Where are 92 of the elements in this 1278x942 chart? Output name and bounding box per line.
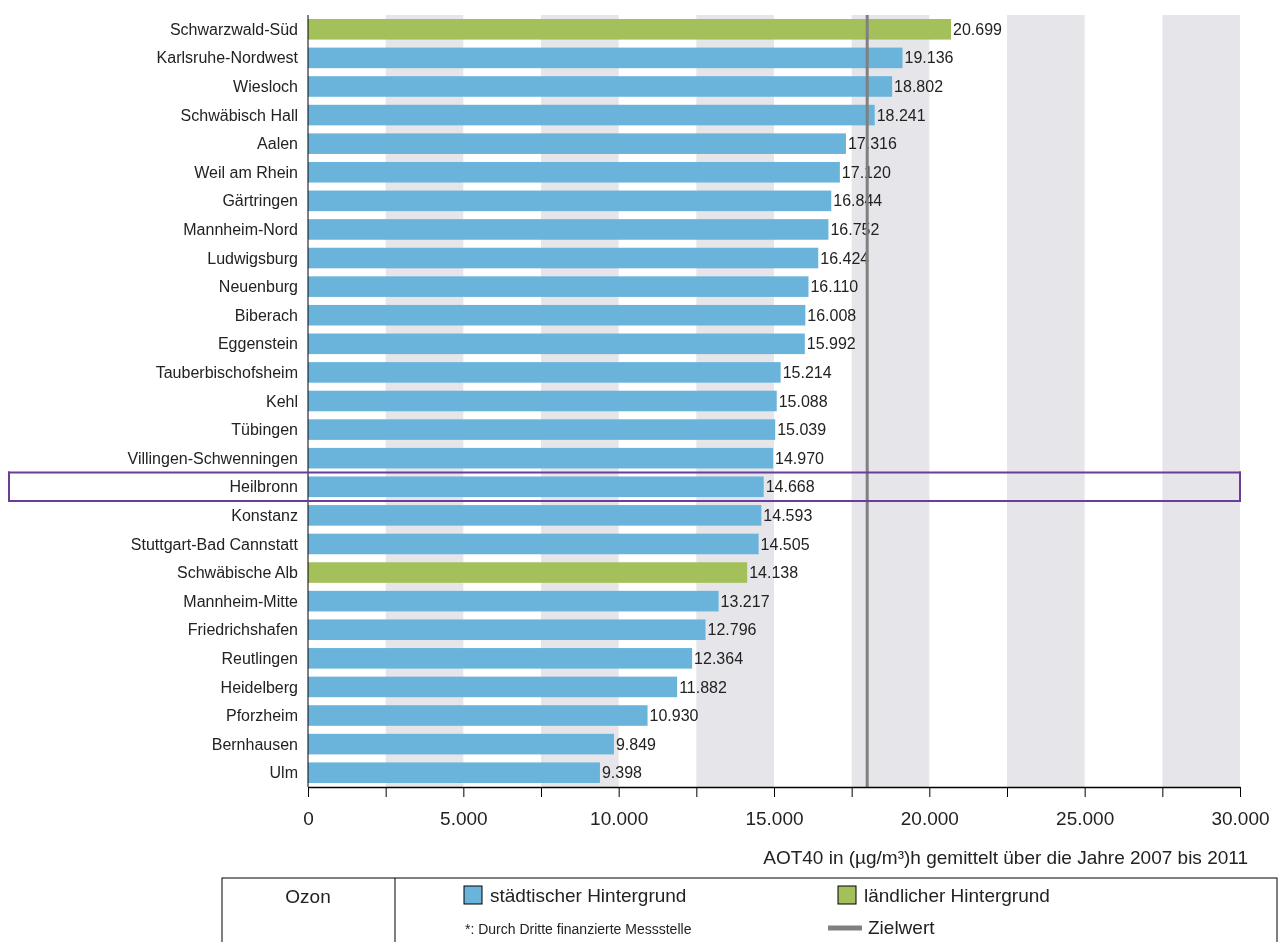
data-label: 19.136 <box>904 49 954 67</box>
bar <box>308 190 832 212</box>
data-label: 15.992 <box>806 335 856 353</box>
bar <box>308 333 805 355</box>
bar <box>308 676 678 698</box>
y-tick-label: Heidelberg <box>220 678 298 696</box>
data-label: 9.398 <box>601 764 643 782</box>
data-label: 11.882 <box>679 678 727 696</box>
y-tick-label: Schwäbische Alb <box>177 564 299 582</box>
legend-label: ländlicher Hintergrund <box>864 885 1050 906</box>
x-tick-label: 10.000 <box>590 807 649 829</box>
bar <box>308 47 903 69</box>
data-label: 20.699 <box>953 20 1003 38</box>
y-tick-label: Weil am Rhein <box>194 163 298 181</box>
y-tick-label: Karlsruhe-Nordwest <box>156 49 299 67</box>
data-label: 9.849 <box>615 735 657 753</box>
data-label: 15.088 <box>778 392 828 410</box>
bar <box>308 419 776 440</box>
x-tick-label: 20.000 <box>900 807 959 829</box>
y-tick-label: Reutlingen <box>221 649 298 667</box>
data-label: 16.110 <box>810 278 859 296</box>
y-tick-label: Schwäbisch Hall <box>180 106 298 124</box>
data-label: 14.970 <box>775 449 825 467</box>
y-tick-label: Schwarzwald-Süd <box>169 20 298 38</box>
y-tick-label: Neuenburg <box>218 278 298 296</box>
data-label: 14.505 <box>760 535 810 553</box>
x-tick-label: 15.000 <box>745 807 804 829</box>
data-label: 14.668 <box>765 478 815 496</box>
bar <box>308 104 875 126</box>
bar <box>308 76 893 97</box>
y-tick-label: Kehl <box>265 392 298 410</box>
bar <box>308 476 764 498</box>
data-label: 18.241 <box>876 106 926 124</box>
bar <box>308 133 846 154</box>
x-tick-label: 25.000 <box>1056 807 1115 829</box>
data-label: 14.593 <box>763 506 813 524</box>
bar <box>308 390 777 412</box>
bar <box>308 304 806 326</box>
data-label: 12.796 <box>707 621 757 639</box>
legend-label: Zielwert <box>868 917 936 938</box>
data-label: 14.138 <box>749 564 799 582</box>
bar <box>308 648 693 669</box>
y-tick-label: Mannheim-Mitte <box>183 592 299 610</box>
y-tick-label: Heilbronn <box>229 478 298 496</box>
x-tick-label: 0 <box>303 807 314 829</box>
bar <box>308 590 719 612</box>
y-tick-label: Friedrichshafen <box>187 621 298 639</box>
data-label: 16.008 <box>807 306 857 324</box>
x-tick-label: 30.000 <box>1211 807 1270 829</box>
bar <box>308 705 648 726</box>
y-tick-label: Stuttgart-Bad Cannstatt <box>130 535 299 553</box>
y-tick-label: Tauberbischofsheim <box>155 364 298 382</box>
legend-label: städtischer Hintergrund <box>490 885 687 906</box>
y-tick-label: Wiesloch <box>233 78 298 96</box>
bar <box>308 19 952 40</box>
bar <box>308 161 840 183</box>
data-label: 16.844 <box>833 192 883 210</box>
y-tick-label: Mannheim-Nord <box>183 221 298 239</box>
data-label: 17.120 <box>841 163 891 181</box>
bar <box>308 562 748 583</box>
y-tick-label: Eggenstein <box>217 335 298 353</box>
y-tick-label: Biberach <box>234 306 298 324</box>
data-label: 13.217 <box>720 592 770 610</box>
bar <box>308 762 600 783</box>
x-axis-title: AOT40 in (µg/m³)h gemittelt über die Jahre 2007 bis 2011 <box>763 847 1248 868</box>
y-tick-label: Tübingen <box>231 421 298 439</box>
data-label: 10.930 <box>649 707 699 725</box>
bar <box>308 619 706 641</box>
y-tick-label: Ludwigsburg <box>207 249 298 267</box>
data-label: 15.039 <box>777 421 827 439</box>
bar <box>308 533 759 555</box>
y-tick-label: Aalen <box>257 135 298 153</box>
data-label: 12.364 <box>694 649 744 667</box>
bar <box>308 219 829 240</box>
bar <box>308 733 614 755</box>
y-tick-label: Pforzheim <box>225 707 298 725</box>
bar <box>308 362 781 383</box>
data-label: 15.214 <box>782 364 832 382</box>
bar <box>308 276 809 297</box>
text: Ozon <box>285 886 331 907</box>
data-label: 18.802 <box>894 78 944 96</box>
bar <box>308 447 774 469</box>
bar <box>308 247 819 269</box>
bar <box>308 505 762 526</box>
y-tick-label: Gärtringen <box>222 192 298 210</box>
y-tick-label: Ulm <box>269 764 298 782</box>
y-tick-label: Konstanz <box>231 506 298 524</box>
x-tick-label: 5.000 <box>440 807 488 829</box>
y-tick-label: Villingen-Schwenningen <box>127 449 298 467</box>
data-label: 17.316 <box>847 135 897 153</box>
y-tick-label: Bernhausen <box>211 735 298 753</box>
text: *: Durch Dritte finanzierte Messstelle <box>465 921 692 937</box>
